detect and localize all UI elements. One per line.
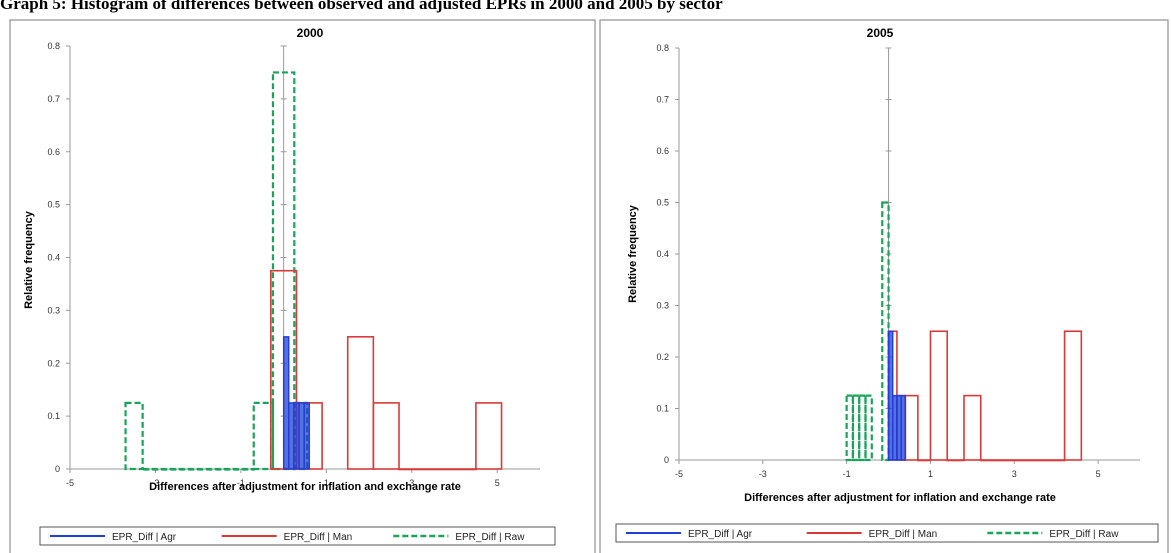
histogram-bar-man	[476, 403, 502, 469]
panel-border	[600, 20, 1168, 553]
histogram-bar-agr	[284, 337, 289, 469]
legend-label: EPR_Diff | Agr	[112, 532, 177, 543]
y-axis-label: Relative frequency	[23, 210, 35, 309]
x-tick-label: -5	[675, 469, 683, 479]
x-tick-label: -3	[759, 469, 767, 479]
y-tick-label: 0.6	[656, 146, 669, 156]
y-tick-label: 0.1	[47, 411, 60, 421]
histogram-bar-man	[1065, 331, 1082, 460]
chart-title: 2000	[297, 26, 324, 40]
y-tick-label: 0	[664, 455, 669, 465]
legend-label: EPR_Diff | Man	[284, 532, 353, 543]
x-tick-label: 5	[495, 478, 500, 488]
histogram-bar-agr	[289, 403, 294, 469]
x-tick-label: 5	[1096, 469, 1101, 479]
y-tick-label: 0.2	[47, 358, 60, 368]
y-tick-label: 0.7	[47, 94, 60, 104]
x-tick-label: -5	[66, 478, 74, 488]
panel-border	[10, 20, 595, 553]
histogram-bar-agr	[299, 403, 304, 469]
y-tick-label: 0.8	[47, 41, 60, 51]
legend-label: EPR_Diff | Man	[869, 529, 938, 540]
y-tick-label: 0.6	[47, 147, 60, 157]
x-tick-label: 3	[1012, 469, 1017, 479]
legend-label: EPR_Diff | Raw	[455, 532, 525, 543]
histogram-bar-agr	[294, 403, 299, 469]
x-tick-label: 1	[928, 469, 933, 479]
histogram-bar-agr	[304, 403, 309, 469]
y-tick-label: 0.3	[656, 301, 669, 311]
y-tick-label: 0	[55, 464, 60, 474]
y-tick-label: 0.4	[47, 253, 60, 263]
histogram-bar-man	[348, 337, 374, 469]
histogram-bar-agr	[901, 396, 905, 460]
legend-label: EPR_Diff | Raw	[1049, 529, 1119, 540]
x-tick-label: -1	[843, 469, 851, 479]
y-tick-label: 0.7	[656, 95, 669, 105]
histogram-bar-man	[947, 460, 964, 461]
histogram-bar-man	[930, 331, 947, 460]
y-tick-label: 0.1	[656, 404, 669, 414]
histogram-bar-man	[905, 396, 918, 460]
histogram-bar-man	[399, 469, 476, 470]
y-tick-label: 0.5	[47, 200, 60, 210]
chart-title: 2005	[867, 26, 894, 40]
y-tick-label: 0.5	[656, 198, 669, 208]
y-tick-label: 0.8	[656, 43, 669, 53]
y-axis-label: Relative frequency	[627, 204, 639, 303]
histogram-bar-raw	[882, 203, 888, 461]
chart-panel-2000: 00.10.20.30.40.50.60.70.8-5 -3 -1 1 3 52000Re…	[10, 20, 595, 553]
x-axis-label: Differences after adjustment for inflati…	[149, 481, 461, 493]
histogram-bar-man	[981, 460, 1065, 461]
y-tick-label: 0.3	[47, 305, 60, 315]
chart-panel-2005: 0 0.1 0.2 0.3 0.4 0.5 0.6 0.7 0.8 -5 -3 -1 1 3 5 2005 Re…	[600, 20, 1168, 553]
x-axis-label: Differences after adjustment for inflati…	[744, 492, 1056, 504]
histogram-bar-man	[373, 403, 399, 469]
y-tick-label: 0.4	[656, 249, 669, 259]
y-tick-label: 0.2	[656, 352, 669, 362]
histogram-bar-raw	[865, 396, 871, 460]
histogram-bar-raw	[126, 403, 143, 469]
histogram-bar-man	[964, 396, 981, 460]
legend-label: EPR_Diff | Agr	[688, 529, 753, 540]
histogram-bar-man	[918, 460, 931, 461]
